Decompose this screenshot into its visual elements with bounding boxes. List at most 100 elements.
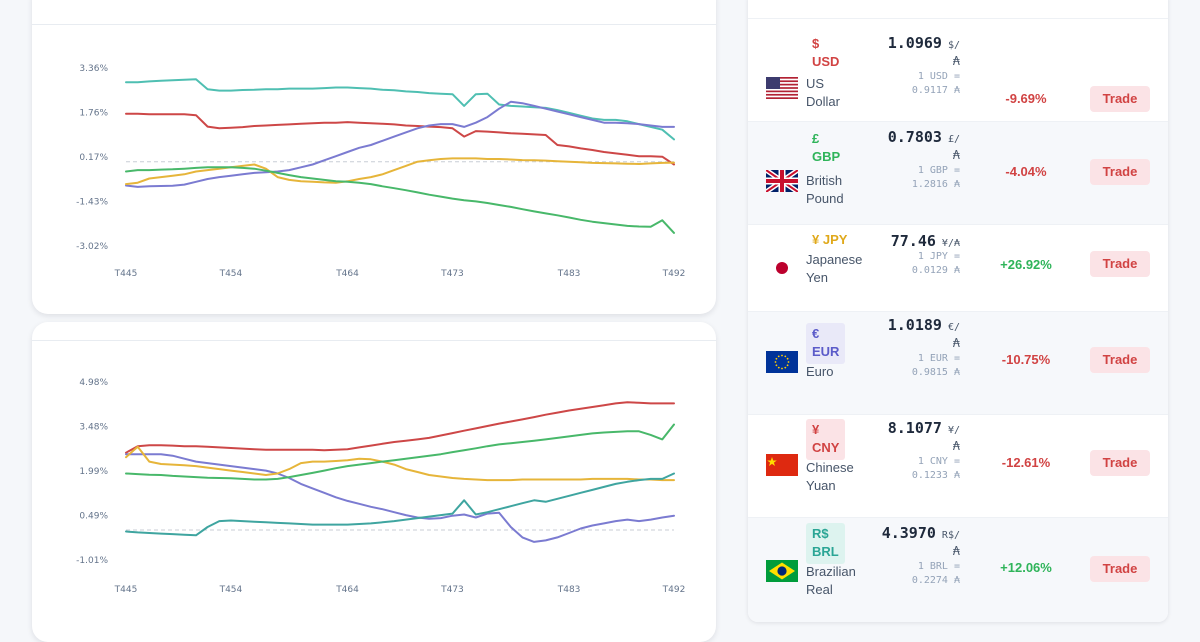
rate-unit: ¥/₳ [935, 238, 960, 249]
rate-value: 4.3970 [881, 524, 936, 542]
currency-symbol: $ [812, 36, 820, 51]
jp-flag-icon [766, 257, 798, 279]
currency-code-badge: R$ BRL [806, 523, 845, 564]
rate-unit-suffix: ₳ [952, 544, 960, 558]
currency-row-eur[interactable]: € EUR Euro 1.0189 €/ ₳ 1 EUR = 0.9815 ₳ -10.75%… [748, 311, 1168, 414]
currency-row-usd[interactable]: $ USD US Dollar 1.0969 $/ ₳ 1 USD = 0.9117 ₳ -9.… [748, 18, 1168, 121]
y-tick-label: -1.01% [76, 556, 108, 566]
chart-card-bottom: 4.98% 3.48% 1.99% 0.49% -1.01% T445 T454 T464 T4… [32, 322, 716, 642]
change-percent: -9.69% [1005, 91, 1047, 106]
series-line [125, 112, 675, 166]
currency-code: EUR [812, 344, 840, 359]
trade-button[interactable]: Trade [1090, 450, 1150, 476]
eu-flag-icon [766, 351, 798, 373]
currency-name: Brazilian Real [806, 564, 856, 597]
conversion-label: 1 USD = [917, 71, 960, 82]
cn-flag-icon [766, 454, 798, 476]
line-chart-top: 3.36% 1.76% 0.17% -1.43% -3.02% T445 T454 T464 T… [76, 64, 685, 279]
x-tick-label: T483 [557, 269, 581, 279]
currency-symbol: £ [812, 131, 820, 146]
currency-symbol: R$ [812, 526, 829, 541]
currency-row-brl[interactable]: R$ BRL Brazilian Real 4.3970 R$/ ₳ 1 BRL = 0.22… [748, 517, 1168, 622]
y-tick-label: 3.48% [79, 423, 108, 433]
x-tick-label: T473 [440, 585, 464, 595]
gb-flag-icon [764, 167, 800, 195]
y-tick-label: 0.17% [79, 153, 108, 163]
exchange-rate: 8.1077 ¥/ ₳ 1 CNY = 0.1233 ₳ [874, 418, 960, 483]
change-percent: -10.75% [1001, 352, 1051, 367]
change-percent: -12.61% [1001, 455, 1051, 470]
card-divider [32, 24, 716, 25]
rate-value: 1.0969 [887, 34, 942, 52]
rate-unit: £/ [941, 134, 960, 145]
currency-code-badge: ¥ JPY [806, 229, 854, 252]
series-line [125, 78, 675, 141]
y-tick-label: 4.98% [79, 378, 108, 388]
conversion-label: 1 EUR = [917, 353, 960, 364]
rate-value: 1.0189 [887, 316, 942, 334]
currency-code-badge: ¥ CNY [806, 419, 846, 460]
y-tick-label: 3.36% [79, 64, 108, 74]
series-line [125, 453, 675, 543]
currency-row-gbp[interactable]: £ GBP British Pound 0.7803 £/ ₳ 1 GBP = 1.2816 … [748, 121, 1168, 224]
y-tick-label: 1.99% [79, 467, 108, 477]
currency-code-badge: £ GBP [806, 128, 847, 169]
rate-unit: €/ [941, 322, 960, 333]
currency-code: CNY [812, 440, 840, 455]
change-percent: -4.04% [1005, 164, 1047, 179]
y-tick-label: 0.49% [79, 512, 108, 522]
currency-code: GBP [812, 149, 841, 164]
currency-symbol-code: ¥ JPY [812, 232, 848, 247]
trade-button[interactable]: Trade [1090, 159, 1150, 185]
x-tick-label: T492 [662, 585, 686, 595]
currency-row-jpy[interactable]: ¥ JPY Japanese Yen 77.46 ¥/₳ 1 JPY = 0.0129 ₳… [748, 224, 1168, 311]
rate-unit-suffix: ₳ [952, 336, 960, 350]
exchange-rate: 77.46 ¥/₳ 1 JPY = 0.0129 ₳ [874, 231, 960, 278]
series-line [125, 423, 675, 481]
currency-name: British Pound [806, 173, 844, 206]
conversion-value: 0.9815 ₳ [911, 367, 960, 378]
conversion-value: 0.9117 ₳ [911, 85, 960, 96]
rate-value: 8.1077 [887, 419, 942, 437]
rate-unit: R$/ [935, 530, 960, 541]
br-flag-icon [766, 560, 798, 582]
rate-unit: ¥/ [941, 425, 960, 436]
exchange-rate: 4.3970 R$/ ₳ 1 BRL = 0.2274 ₳ [874, 523, 960, 588]
x-tick-label: T454 [219, 269, 243, 279]
series-line [125, 472, 675, 537]
trade-button[interactable]: Trade [1090, 556, 1150, 582]
currency-table: $ USD US Dollar 1.0969 $/ ₳ 1 USD = 0.9117 ₳ -9.… [748, 0, 1168, 622]
conversion-value: 0.0129 ₳ [911, 265, 960, 276]
series-line [125, 401, 675, 454]
currency-row-cny[interactable]: ¥ CNY Chinese Yuan 8.1077 ¥/ ₳ 1 CNY = 0.1233 ₳… [748, 414, 1168, 517]
currency-name: US Dollar [806, 76, 840, 109]
currency-code-badge: $ USD [806, 33, 846, 74]
x-tick-label: T483 [557, 585, 581, 595]
conversion-value: 1.2816 ₳ [911, 179, 960, 190]
exchange-rate: 1.0189 €/ ₳ 1 EUR = 0.9815 ₳ [874, 315, 960, 380]
x-tick-label: T464 [335, 269, 359, 279]
card-divider [32, 340, 716, 341]
rate-value: 0.7803 [887, 128, 942, 146]
x-tick-label: T445 [114, 269, 138, 279]
currency-symbol: € [812, 326, 820, 341]
series-line [125, 445, 675, 482]
currency-code: BRL [812, 544, 839, 559]
trade-button[interactable]: Trade [1090, 251, 1150, 277]
x-tick-label: T473 [440, 269, 464, 279]
currency-name: Euro [806, 364, 834, 379]
series-line [125, 166, 675, 234]
currency-code: USD [812, 54, 840, 69]
trade-button[interactable]: Trade [1090, 86, 1150, 112]
x-tick-label: T464 [335, 585, 359, 595]
currency-symbol: ¥ [812, 422, 820, 437]
exchange-rate: 0.7803 £/ ₳ 1 GBP = 1.2816 ₳ [874, 127, 960, 192]
exchange-rate: 1.0969 $/ ₳ 1 USD = 0.9117 ₳ [874, 33, 960, 98]
y-tick-label: -1.43% [76, 198, 108, 208]
conversion-label: 1 JPY = [917, 251, 960, 262]
conversion-value: 0.1233 ₳ [911, 470, 960, 481]
trade-button[interactable]: Trade [1090, 347, 1150, 373]
currency-code-badge: € EUR [806, 323, 846, 364]
chart-card-top: 3.36% 1.76% 0.17% -1.43% -3.02% T445 T454 T464 T… [32, 0, 716, 314]
currency-name: Chinese Yuan [806, 460, 854, 493]
